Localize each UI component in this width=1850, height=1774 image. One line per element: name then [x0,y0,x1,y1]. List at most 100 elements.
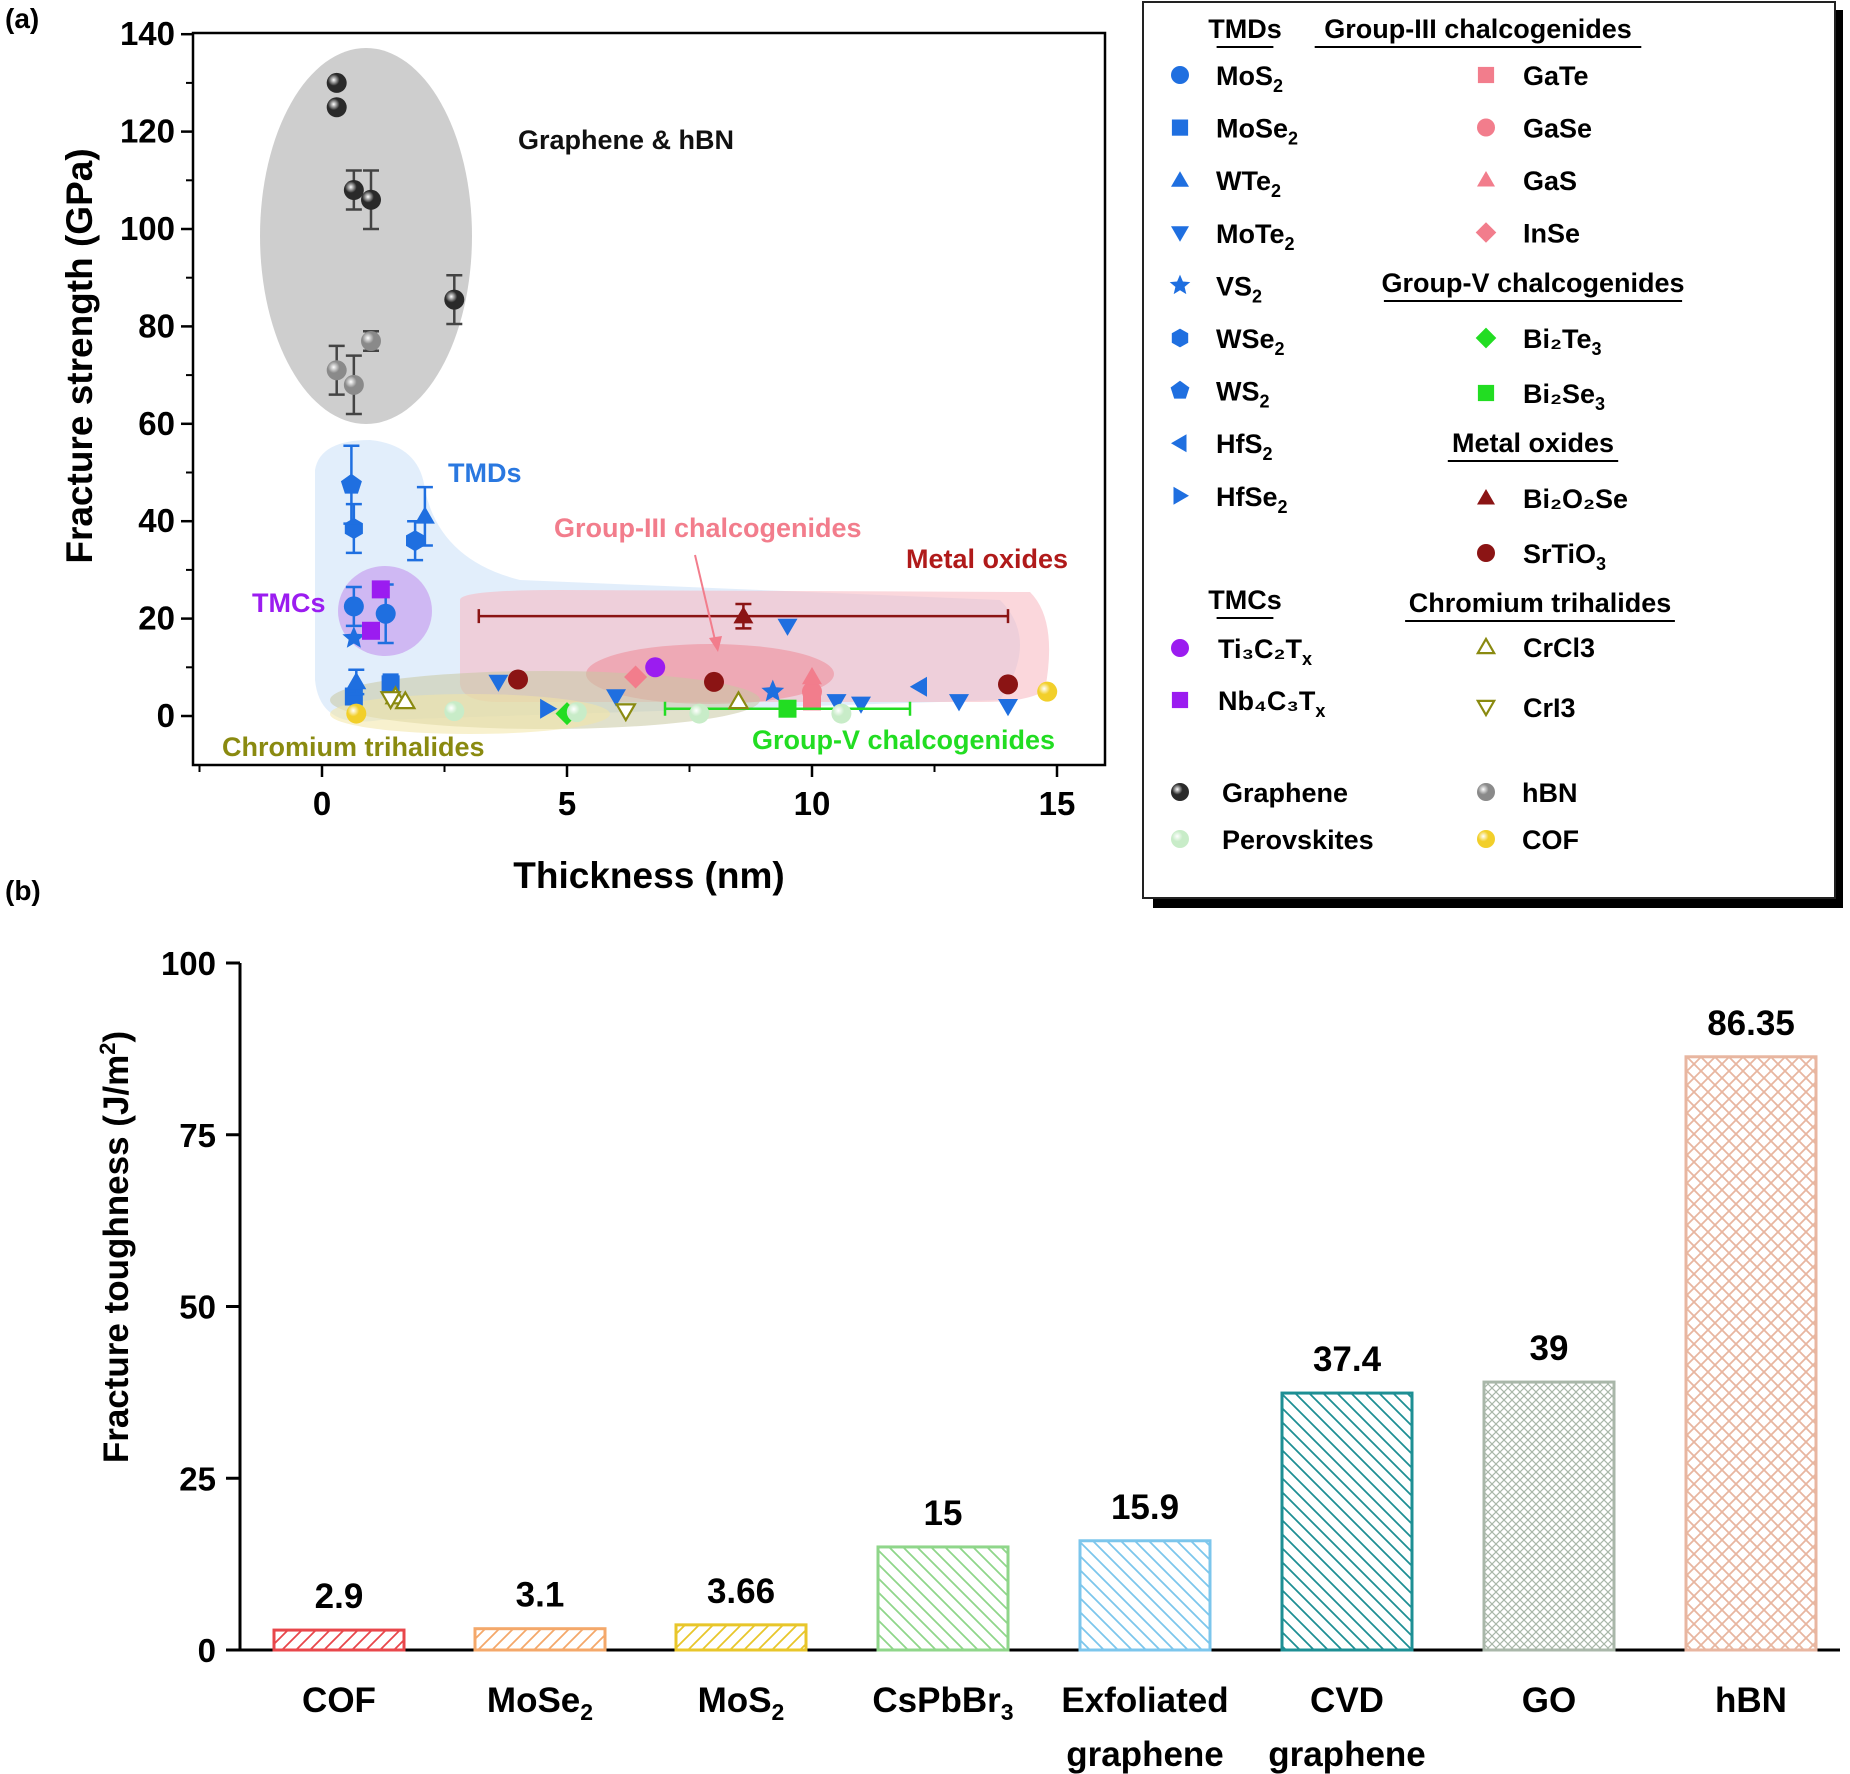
legend-marker-circle [1477,544,1495,562]
bar-category-label: MoSe2 [487,1681,593,1725]
bar-category-label: CVD [1310,1681,1384,1720]
bar-mose2 [473,1627,607,1652]
region-label-group5: Group-V chalcogenides [752,725,1055,755]
point-wte2 [414,506,435,524]
legend-item-crcl3: CrCl3 [1475,633,1595,663]
legend-item-srtio3: SrTiO3 [1477,539,1606,574]
series-nb4c3tx [362,580,390,640]
point-perovskites [444,701,465,722]
point-crcl3 [727,690,750,710]
legend-item-bi-o-se: Bi₂O₂Se [1477,484,1628,514]
legend-group-title: Metal oxides [1452,428,1614,458]
legend-marker-hexagon [1171,328,1189,348]
y-tick-label: 20 [138,600,175,637]
point-hfs2 [909,676,927,697]
group3-arrow [694,554,722,652]
legend-label: COF [1522,825,1579,855]
bar-y-tick-label: 50 [179,1289,216,1326]
bar-cspbbr3 [876,1545,1010,1652]
point-mos2 [375,603,396,624]
legend-group-title: TMDs [1208,14,1282,44]
legend-label: Bi₂O₂Se [1523,484,1628,514]
legend-box [1142,1,1836,899]
bar-value-label: 3.1 [516,1576,565,1615]
legend-marker-open-triangle-up [1475,636,1497,655]
legend-marker-open-triangle-down [1475,699,1497,718]
legend-label: CrCl3 [1523,633,1595,663]
point-mose2 [344,687,363,706]
bar-category-label: CsPbBr3 [872,1681,1013,1725]
series-wse2 [344,502,425,562]
bar-y-tick-label: 25 [179,1460,216,1497]
legend-group-title: Group-III chalcogenides [1324,14,1632,44]
legend-label: MoS2 [1216,61,1283,96]
legend-marker-square [1477,384,1495,402]
legend-item-bi-te3: Bi₂Te3 [1475,324,1602,359]
series-vs2 [342,626,785,702]
legend-item-gas: GaS [1477,166,1577,196]
legend-label: Ti₃C₂Tx [1218,634,1312,669]
legend-marker-diamond [1475,327,1497,349]
legend-item-mose2: MoSe2 [1171,114,1298,149]
legend-marker-star [1169,274,1191,295]
point-srtio3 [998,674,1018,695]
legend-marker-sphere [1477,783,1495,801]
point-nb4c3tx [362,621,380,640]
point-srtio3 [508,669,528,690]
point-gase [802,681,822,702]
point-ws2 [340,473,362,494]
bar-value-label: 3.66 [707,1572,775,1611]
y-tick-label: 140 [120,15,175,52]
point-ti3c2tx [645,657,666,678]
point-srtio3 [704,671,724,692]
legend-item-gase: GaSe [1477,114,1592,144]
legend-marker-circle [1171,66,1189,84]
legend-marker-triangle-left [1171,434,1187,453]
legend-label: WSe2 [1216,324,1285,359]
series-graphene [326,72,465,326]
legend-label: Graphene [1222,778,1348,808]
region-label-group3: Group-III chalcogenides [554,513,862,543]
bar-go [1482,1380,1616,1652]
point-wse2 [406,530,425,552]
bar-value-label: 39 [1530,1329,1569,1368]
point-graphene [361,189,381,210]
x-tick-label: 10 [794,785,831,822]
series-cof [346,681,1058,724]
legend-label: hBN [1522,778,1578,808]
legend-label: MoTe2 [1216,219,1295,254]
bar-category-label: hBN [1715,1681,1787,1720]
legend-marker-pentagon [1170,380,1190,399]
legend-label: MoSe2 [1216,114,1298,149]
bar-y-tick-label: 75 [179,1117,216,1154]
point-graphene [326,97,347,118]
legend-marker-sphere [1171,783,1189,801]
legend-label: Bi₂Se3 [1523,379,1605,414]
point-gas [802,667,822,685]
y-tick-label: 80 [138,307,175,344]
y-tick-label: 40 [138,502,175,539]
legend-label: Nb₄C₃Tx [1218,686,1325,721]
region-label-metal-oxides: Metal oxides [906,544,1068,574]
legend-marker-triangle-down [1171,226,1189,242]
series-srtio3 [508,669,1018,695]
legend-marker-diamond [1475,222,1497,243]
legend-label: GaS [1523,166,1577,196]
bar-value-label: 37.4 [1313,1340,1382,1379]
series-bi2se3 [663,699,912,718]
x-tick-label: 5 [558,785,576,822]
legend-item-mote2: MoTe2 [1171,219,1295,254]
point-inse [624,665,648,689]
point-perovskites [831,703,852,724]
series-bi2o2se [477,602,1010,630]
series-cri3 [379,691,637,723]
legend-label: InSe [1523,219,1580,249]
y-tick-label: 60 [138,405,175,442]
legend-marker-triangle-up [1171,171,1189,187]
legend-item-cri3: CrI3 [1475,693,1576,723]
series-inse [624,665,648,689]
legend-item-wte2: WTe2 [1171,166,1281,201]
bar-mos2 [674,1623,808,1652]
point-hfse2 [540,698,558,719]
